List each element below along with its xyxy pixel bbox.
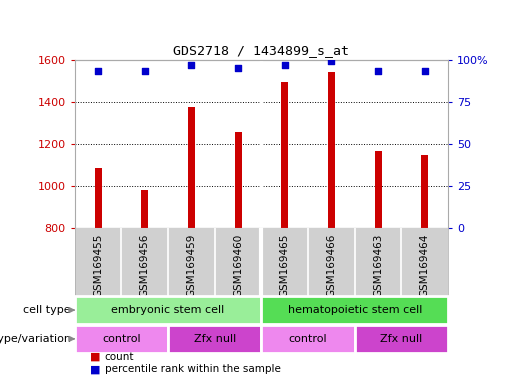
Text: ■: ■	[90, 352, 100, 362]
Bar	[234, 132, 242, 228]
Text: control: control	[289, 334, 328, 344]
Text: GSM169466: GSM169466	[327, 234, 336, 297]
Text: percentile rank within the sample: percentile rank within the sample	[105, 364, 281, 374]
Text: cell type: cell type	[23, 305, 71, 315]
Text: GSM169455: GSM169455	[93, 234, 103, 297]
Text: genotype/variation: genotype/variation	[0, 334, 71, 344]
Point	[141, 68, 149, 74]
Point	[187, 61, 196, 68]
Point	[421, 68, 429, 74]
Bar	[281, 82, 288, 228]
Point	[327, 58, 335, 64]
Bar	[374, 151, 382, 228]
Bar	[188, 107, 195, 228]
Text: GSM169463: GSM169463	[373, 234, 383, 297]
Bar	[95, 168, 101, 228]
Text: control: control	[102, 334, 141, 344]
Bar	[421, 155, 428, 228]
Bar	[75, 325, 168, 353]
Title: GDS2718 / 1434899_s_at: GDS2718 / 1434899_s_at	[174, 44, 349, 57]
Bar	[75, 296, 261, 324]
Text: Zfx null: Zfx null	[380, 334, 422, 344]
Bar	[261, 296, 448, 324]
Text: GSM169464: GSM169464	[420, 234, 430, 297]
Point	[374, 68, 382, 74]
Text: GSM169465: GSM169465	[280, 234, 290, 297]
Text: hematopoietic stem cell: hematopoietic stem cell	[287, 305, 422, 315]
Bar	[141, 190, 148, 228]
Text: GSM169456: GSM169456	[140, 234, 150, 297]
Point	[94, 68, 102, 74]
Point	[281, 61, 289, 68]
Bar	[355, 325, 448, 353]
Text: GSM169460: GSM169460	[233, 234, 243, 297]
Point	[234, 65, 242, 71]
Text: GSM169459: GSM169459	[186, 234, 196, 297]
Bar	[261, 325, 355, 353]
Text: Zfx null: Zfx null	[194, 334, 236, 344]
Bar	[168, 325, 261, 353]
Text: ■: ■	[90, 364, 100, 374]
Bar	[328, 72, 335, 228]
Text: count: count	[105, 352, 134, 362]
Text: embryonic stem cell: embryonic stem cell	[111, 305, 225, 315]
